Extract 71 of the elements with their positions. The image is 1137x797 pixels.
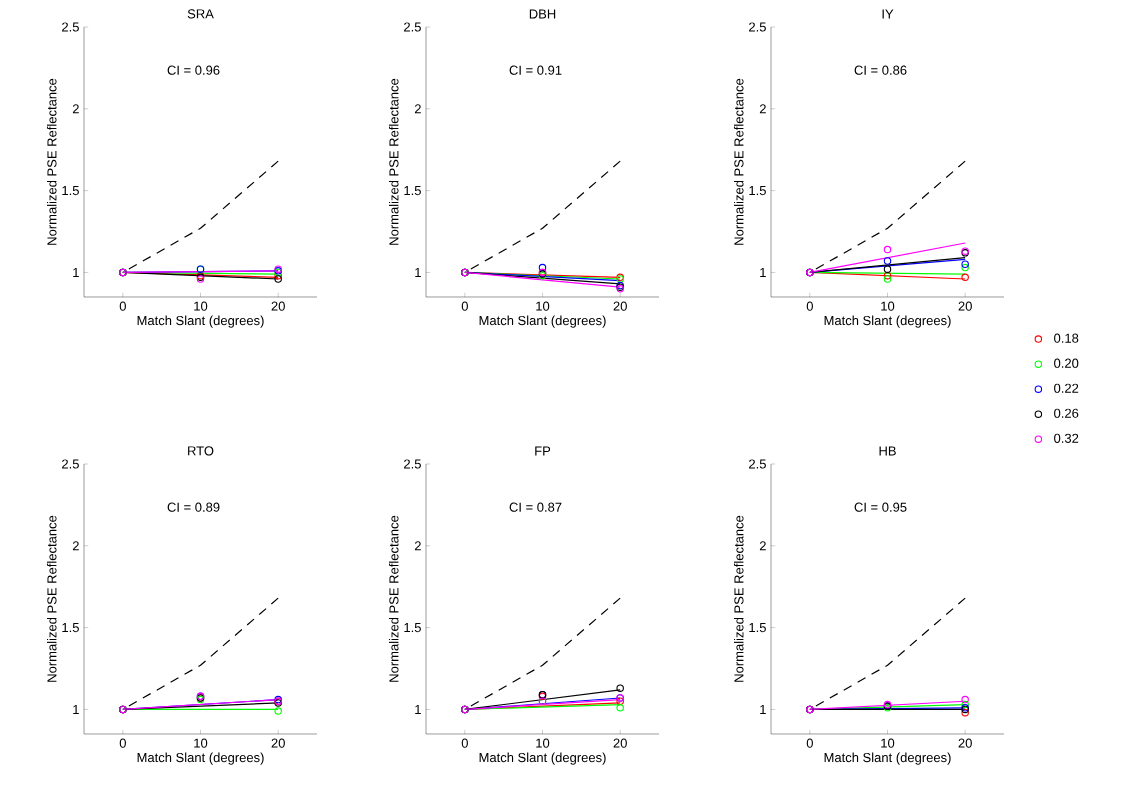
y-tick-label: 2.5 xyxy=(62,459,79,469)
y-tick-label: 1.5 xyxy=(749,186,766,196)
y-tick-label: 2 xyxy=(759,541,766,551)
chart-title: HB xyxy=(879,446,896,456)
x-tick-label: 20 xyxy=(271,301,285,311)
x-axis-title: Match Slant (degrees) xyxy=(479,752,606,765)
legend-label: 0.32 xyxy=(1054,433,1079,443)
chart-title: FP xyxy=(535,446,551,456)
x-axis-title: Match Slant (degrees) xyxy=(824,752,951,765)
x-tick-label: 0 xyxy=(461,738,468,748)
annotation: CI = 0.89 xyxy=(167,502,220,512)
y-tick-label: 2 xyxy=(72,104,79,114)
y-tick-label: 2.5 xyxy=(404,22,421,32)
y-tick-label: 1 xyxy=(73,267,79,277)
x-tick-label: 10 xyxy=(194,738,208,748)
y-tick-label: 1 xyxy=(760,267,766,277)
x-tick-label: 20 xyxy=(958,301,972,311)
legend-label: 0.22 xyxy=(1054,383,1079,393)
x-tick-label: 20 xyxy=(271,738,285,748)
x-tick-label: 0 xyxy=(119,738,126,748)
legend-label: 0.26 xyxy=(1054,408,1079,418)
annotation: CI = 0.87 xyxy=(509,502,562,512)
y-axis-title: Normalized PSE Reflectance xyxy=(733,515,744,682)
y-tick-label: 1.5 xyxy=(62,623,79,633)
annotation: CI = 0.86 xyxy=(854,65,907,75)
y-tick-label: 1 xyxy=(415,704,421,714)
x-tick-label: 10 xyxy=(536,301,550,311)
x-axis-title: Match Slant (degrees) xyxy=(137,315,264,328)
legend-label: 0.18 xyxy=(1054,333,1079,343)
y-tick-label: 2 xyxy=(414,541,421,551)
y-tick-label: 1 xyxy=(73,704,79,714)
x-tick-label: 0 xyxy=(806,301,813,311)
x-tick-label: 20 xyxy=(613,738,627,748)
x-axis-title: Match Slant (degrees) xyxy=(479,315,606,328)
x-axis-title: Match Slant (degrees) xyxy=(824,315,951,328)
legend-label: 0.20 xyxy=(1054,358,1079,368)
x-tick-label: 10 xyxy=(881,738,895,748)
y-axis-title: Normalized PSE Reflectance xyxy=(388,515,399,682)
y-tick-label: 1.5 xyxy=(404,623,421,633)
y-tick-label: 1 xyxy=(415,267,421,277)
y-tick-label: 1.5 xyxy=(749,623,766,633)
y-tick-label: 2 xyxy=(72,541,79,551)
y-tick-label: 2 xyxy=(759,104,766,114)
x-tick-label: 0 xyxy=(119,301,126,311)
x-tick-label: 20 xyxy=(958,738,972,748)
y-tick-label: 1 xyxy=(760,704,766,714)
y-tick-label: 2.5 xyxy=(749,22,766,32)
chart-title: DBH xyxy=(529,9,556,19)
y-tick-label: 1.5 xyxy=(62,186,79,196)
y-tick-label: 2.5 xyxy=(404,459,421,469)
chart-title: RTO xyxy=(188,446,214,456)
x-tick-label: 10 xyxy=(881,301,895,311)
x-tick-label: 10 xyxy=(536,738,550,748)
y-tick-label: 1.5 xyxy=(404,186,421,196)
annotation: CI = 0.95 xyxy=(854,502,907,512)
y-axis-title: Normalized PSE Reflectance xyxy=(733,78,744,245)
chart-title: IY xyxy=(882,9,894,19)
annotation: CI = 0.96 xyxy=(167,65,220,75)
chart-title: SRA xyxy=(187,9,214,19)
y-tick-label: 2.5 xyxy=(749,459,766,469)
x-tick-label: 20 xyxy=(613,301,627,311)
annotation: CI = 0.91 xyxy=(509,65,562,75)
x-tick-label: 0 xyxy=(806,738,813,748)
y-axis-title: Normalized PSE Reflectance xyxy=(46,515,57,682)
y-tick-label: 2.5 xyxy=(62,22,79,32)
x-tick-label: 0 xyxy=(461,301,468,311)
y-axis-title: Normalized PSE Reflectance xyxy=(46,78,57,245)
x-axis-title: Match Slant (degrees) xyxy=(137,752,264,765)
y-tick-label: 2 xyxy=(414,104,421,114)
y-axis-title: Normalized PSE Reflectance xyxy=(388,78,399,245)
x-tick-label: 10 xyxy=(194,301,208,311)
